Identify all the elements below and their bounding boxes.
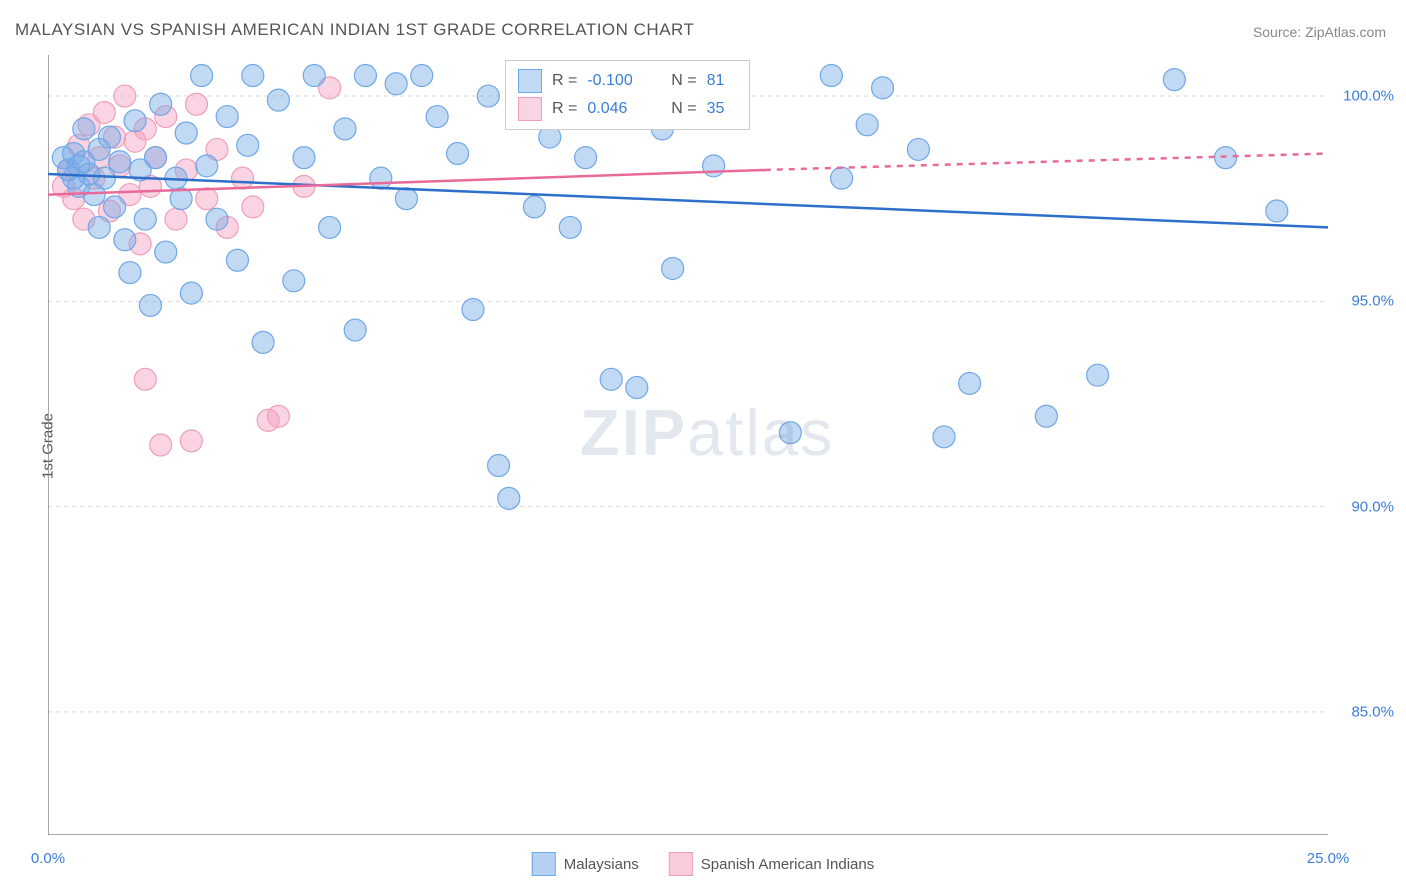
stat-n-label: N = (671, 100, 696, 118)
legend-item: Spanish American Indians (669, 852, 874, 876)
stat-r-label: R = (552, 72, 577, 90)
stat-n-value: 35 (707, 100, 737, 118)
correlation-stats-box: R = -0.100 N = 81R = 0.046 N = 35 (505, 60, 750, 130)
source-label: Source: ZipAtlas.com (1253, 24, 1386, 40)
stat-r-value: -0.100 (587, 72, 642, 90)
chart-container: MALAYSIAN VS SPANISH AMERICAN INDIAN 1ST… (0, 0, 1406, 892)
legend-label: Malaysians (564, 856, 639, 873)
legend-swatch (669, 852, 693, 876)
legend-swatch (532, 852, 556, 876)
stat-r-label: R = (552, 100, 577, 118)
stat-n-value: 81 (707, 72, 737, 90)
y-tick-label: 100.0% (1343, 88, 1394, 105)
x-tick-label: 25.0% (1307, 850, 1350, 867)
stat-r-value: 0.046 (587, 100, 642, 118)
stats-swatch (518, 97, 542, 121)
bottom-legend: Malaysians Spanish American Indians (532, 852, 874, 876)
chart-title: MALAYSIAN VS SPANISH AMERICAN INDIAN 1ST… (15, 20, 694, 40)
x-tick-label: 0.0% (31, 850, 65, 867)
y-tick-label: 90.0% (1351, 498, 1394, 515)
legend-item: Malaysians (532, 852, 639, 876)
stats-swatch (518, 69, 542, 93)
y-tick-label: 85.0% (1351, 703, 1394, 720)
legend-label: Spanish American Indians (701, 856, 874, 873)
stats-row: R = -0.100 N = 81 (518, 67, 737, 95)
stat-n-label: N = (671, 72, 696, 90)
stats-row: R = 0.046 N = 35 (518, 95, 737, 123)
scatter-chart (48, 55, 1328, 835)
y-tick-label: 95.0% (1351, 293, 1394, 310)
